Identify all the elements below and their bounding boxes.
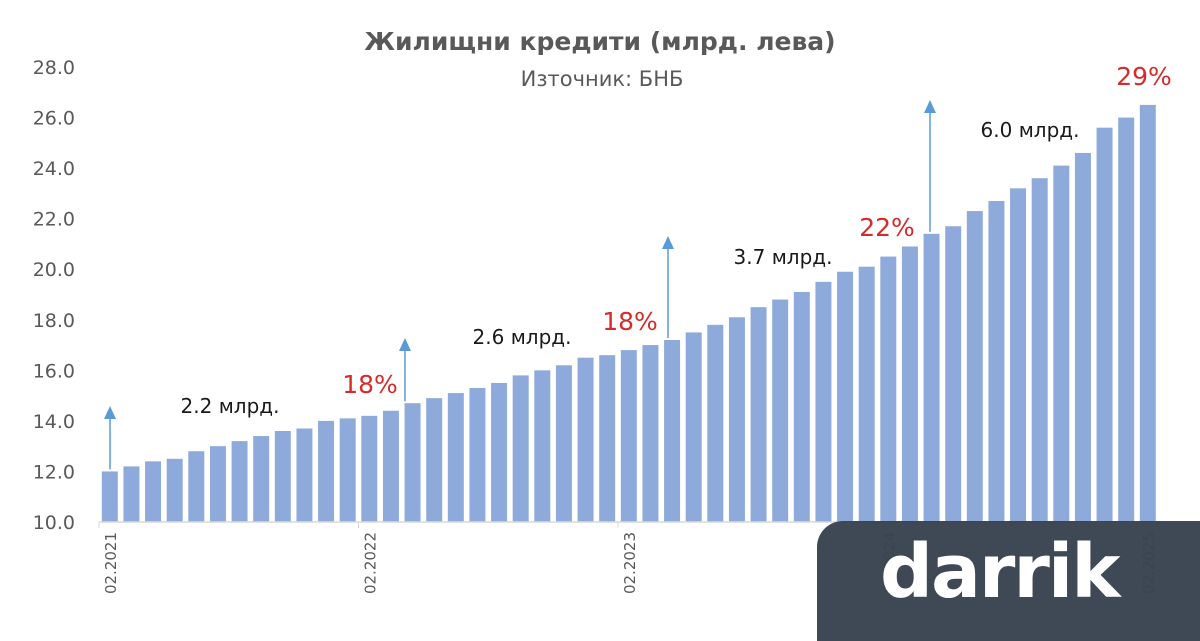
bar [145, 461, 162, 522]
bar [620, 350, 637, 522]
bar [1053, 165, 1070, 523]
bar [231, 441, 248, 522]
annotation-growth-3: 22% [859, 213, 915, 242]
bar [166, 458, 183, 522]
bar [728, 317, 745, 522]
bar [1118, 117, 1135, 523]
bars [101, 104, 1156, 523]
y-tick-label: 24.0 [33, 158, 75, 180]
x-tick-label: 02.2021 [102, 532, 120, 594]
y-tick-label: 16.0 [33, 360, 75, 382]
bar [361, 415, 378, 522]
bar [599, 355, 616, 522]
bar [101, 471, 118, 522]
arrow-head [399, 338, 411, 351]
bar [1074, 152, 1091, 522]
bar [555, 365, 572, 522]
annotation-growth-2: 18% [602, 307, 658, 336]
annotation-amount-2: 2.6 млрд. [473, 325, 572, 349]
bar [945, 226, 962, 522]
bar [793, 291, 810, 522]
y-tick-label: 14.0 [33, 411, 75, 433]
bar [404, 403, 421, 522]
bar [815, 281, 832, 522]
x-tick-label: 02.2023 [621, 532, 639, 594]
arrow-head [662, 236, 674, 249]
annotation-amount-3: 3.7 млрд. [734, 245, 833, 269]
bar [339, 418, 356, 522]
bar [253, 436, 270, 522]
bar [685, 332, 702, 522]
bar [966, 211, 983, 523]
annotation-growth-1: 18% [342, 370, 398, 399]
bar [1139, 104, 1156, 523]
bar [512, 375, 529, 522]
bar [382, 410, 399, 522]
bar [469, 388, 486, 522]
annotation-amount-4: 6.0 млрд. [981, 118, 1080, 142]
bar [707, 324, 724, 522]
y-tick-label: 20.0 [33, 259, 75, 281]
bar [534, 370, 551, 522]
bar [880, 256, 897, 522]
bar [491, 382, 508, 522]
bar [837, 271, 854, 522]
y-axis: 10.0 12.0 14.0 16.0 18.0 20.0 22.0 24.0 26.0 28.0 [33, 57, 75, 534]
bar [642, 345, 659, 522]
annotation-amount-1: 2.2 млрд. [181, 394, 280, 418]
bar [123, 466, 140, 522]
y-tick-label: 18.0 [33, 310, 75, 332]
bar [1010, 188, 1027, 523]
bar [772, 299, 789, 522]
y-tick-label: 22.0 [33, 209, 75, 231]
chart-subtitle: Източник: БНБ [521, 67, 684, 91]
annotation-growth-4: 29% [1116, 62, 1172, 91]
bar [923, 233, 940, 523]
bar [447, 393, 464, 522]
y-tick-label: 10.0 [33, 512, 75, 534]
logo-panel [817, 521, 1200, 641]
chart-title: Жилищни кредити (млрд. лева) [364, 27, 835, 56]
bar [750, 307, 767, 522]
bar [209, 446, 226, 522]
bar [988, 200, 1005, 522]
bar [274, 431, 291, 522]
bar [664, 340, 681, 522]
y-tick-label: 12.0 [33, 461, 75, 483]
bar [901, 246, 918, 522]
y-tick-label: 26.0 [33, 108, 75, 130]
bar [426, 398, 443, 522]
y-tick-label: 28.0 [33, 57, 75, 79]
bar [1096, 127, 1113, 523]
arrow-head [104, 406, 116, 419]
bar [858, 266, 875, 522]
darik-logo: darrik [880, 529, 1120, 615]
arrows [104, 100, 936, 470]
arrow-head [924, 100, 936, 113]
x-tick-label: 02.2022 [361, 532, 379, 594]
bar [577, 357, 594, 522]
bar [296, 428, 313, 522]
bar [1031, 178, 1048, 522]
bar [318, 420, 335, 522]
bar [188, 451, 205, 522]
